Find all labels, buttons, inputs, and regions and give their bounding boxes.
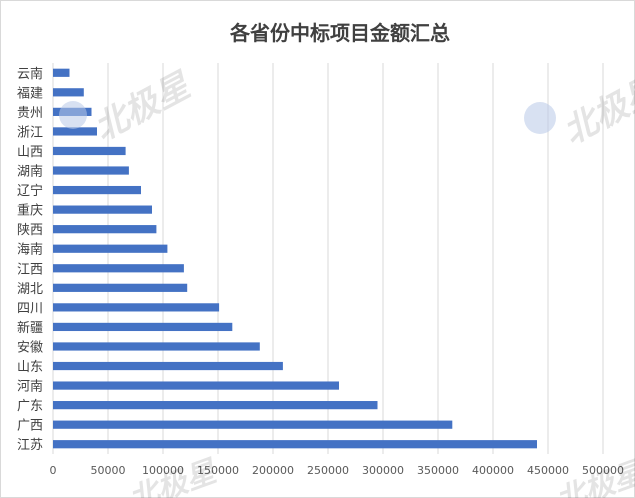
- watermark-top-left: 北极星: [59, 65, 198, 149]
- bar-18: [53, 420, 453, 429]
- category-label: 河南: [17, 379, 43, 395]
- category-label: 福建: [17, 86, 43, 101]
- bar-5: [53, 166, 129, 175]
- x-tick-label: 0: [50, 464, 57, 477]
- category-label: 海南: [17, 242, 43, 258]
- x-tick-label: 50000: [91, 464, 126, 477]
- category-label: 山西: [17, 145, 43, 160]
- bar-11: [53, 283, 188, 292]
- category-label: 辽宁: [17, 183, 43, 199]
- watermark-logo-icon: [524, 102, 556, 134]
- category-label: 新疆: [17, 320, 43, 336]
- bar-8: [53, 225, 157, 234]
- bar-14: [53, 342, 260, 351]
- bar-4: [53, 146, 126, 156]
- category-label: 陕西: [17, 223, 43, 238]
- bar-10: [53, 264, 184, 273]
- bar-12: [53, 303, 220, 312]
- watermark-text: 北极星: [124, 454, 222, 498]
- x-tick-label: 200000: [252, 464, 294, 477]
- x-tick-label: 400000: [472, 464, 514, 477]
- watermark-text: 北极星: [557, 68, 635, 152]
- category-label: 广西: [17, 419, 43, 434]
- category-label: 安徽: [17, 340, 43, 355]
- category-label: 浙江: [17, 125, 43, 140]
- bar-15: [53, 361, 283, 371]
- bar-13: [53, 322, 233, 332]
- x-tick-label: 350000: [417, 464, 459, 477]
- watermark-logo-icon: [59, 101, 87, 129]
- watermark-top-right: 北极星: [524, 68, 635, 153]
- x-tick-label: 450000: [527, 464, 569, 477]
- x-tick-label: 500000: [582, 464, 624, 477]
- category-label: 云南: [17, 66, 43, 82]
- x-tick-label: 250000: [307, 464, 349, 477]
- x-tick-label: 300000: [362, 464, 404, 477]
- bar-1: [53, 88, 84, 97]
- category-label: 四川: [17, 301, 43, 316]
- bar-0: [53, 68, 70, 77]
- bar-16: [53, 381, 339, 390]
- category-label: 湖北: [17, 282, 43, 297]
- bar-19: [53, 440, 537, 449]
- bars: [53, 68, 537, 449]
- bar-9: [53, 244, 168, 253]
- x-axis-tick-labels: 0 50000 100000 150000 200000 250000 300000 3500…: [50, 464, 625, 477]
- bar-17: [53, 401, 378, 410]
- bar-3: [53, 127, 97, 136]
- category-label: 江西: [17, 262, 43, 277]
- watermark-text: 北极星: [87, 65, 198, 149]
- category-label: 山东: [17, 360, 43, 375]
- category-label: 湖南: [17, 164, 43, 180]
- x-tick-label: 150000: [197, 464, 239, 477]
- category-label: 重庆: [17, 203, 43, 219]
- chart-title: 各省份中标项目金额汇总: [229, 21, 450, 45]
- category-label: 贵州: [17, 106, 43, 121]
- x-tick-label: 100000: [142, 464, 184, 477]
- category-label: 广东: [17, 399, 43, 414]
- category-label: 江苏: [17, 437, 43, 453]
- bar-7: [53, 205, 152, 214]
- bar-6: [53, 185, 141, 195]
